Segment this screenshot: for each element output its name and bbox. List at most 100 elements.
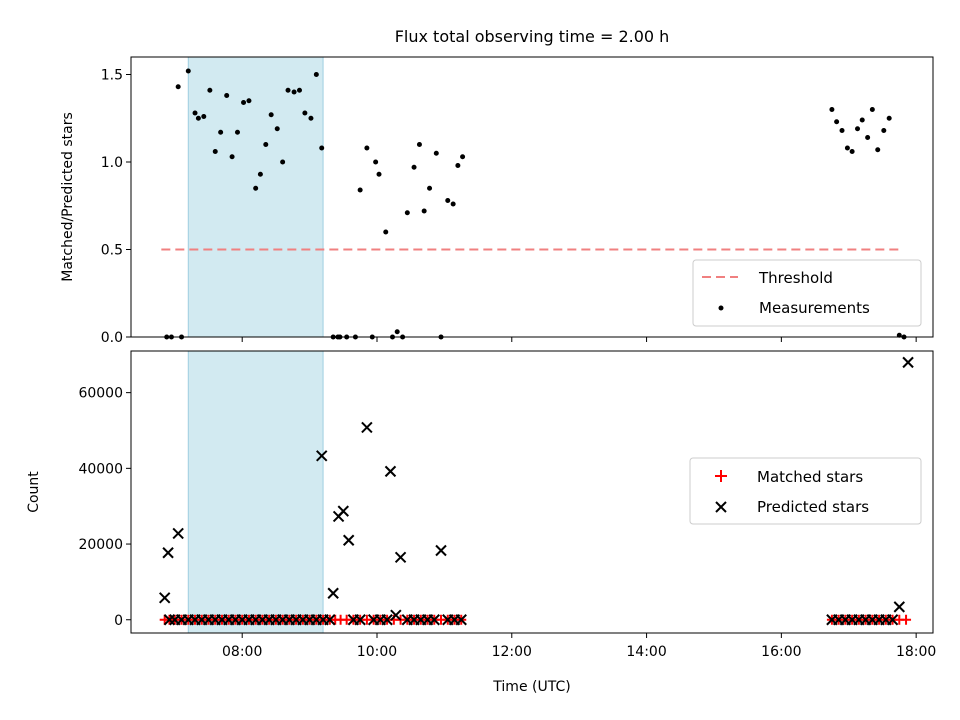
predicted-star-point [361, 421, 373, 434]
predicted-star-point [384, 465, 397, 478]
predicted-star-point [886, 614, 899, 626]
measurement-point [427, 185, 433, 191]
y-tick-label: 60000 [78, 386, 123, 402]
y-tick-label: 0.0 [101, 330, 123, 346]
measurement-point [844, 145, 850, 151]
measurement-point [869, 107, 875, 112]
predicted-star-point [158, 592, 171, 604]
predicted-star-point [435, 544, 447, 557]
measurement-point [280, 159, 286, 165]
measurement-point [218, 129, 224, 135]
predicted-star-point [428, 614, 440, 626]
measurement-point [212, 149, 218, 154]
measurement-point [192, 110, 198, 116]
x-tick-label: 16:00 [761, 644, 801, 660]
measurement-point [201, 114, 207, 119]
x-tick-label: 18:00 [896, 644, 936, 660]
chart-title: Flux total observing time = 2.00 h [395, 27, 670, 46]
measurement-point [394, 329, 400, 335]
measurement-point [875, 147, 881, 153]
plot-frame [130, 56, 934, 338]
measurement-point [296, 87, 302, 93]
measurement-point [229, 154, 235, 160]
x-tick-label: 12:00 [492, 644, 532, 660]
predicted-star-point [902, 356, 914, 369]
legend-matched-swatch [715, 470, 727, 482]
measurement-point [881, 128, 887, 133]
measurement-point [364, 145, 370, 151]
legend: Matched stars Predicted stars [689, 457, 922, 525]
measurement-point [416, 142, 422, 147]
measurement-point [207, 87, 213, 93]
x-axis-ticks [241, 337, 917, 342]
predicted-star-point [394, 551, 407, 564]
plot-frame [130, 350, 934, 634]
predicted-star-point [327, 587, 339, 599]
measurement-point [834, 119, 840, 125]
observing-window-shade [187, 56, 324, 338]
measurement-point [241, 100, 247, 105]
measurement-point [383, 229, 389, 235]
legend-threshold-label: Threshold [758, 269, 833, 287]
y-tick-label: 0.5 [101, 243, 123, 259]
measurement-point [234, 129, 240, 135]
predicted-star-point [354, 614, 366, 626]
y-axis-label: Matched/Predicted stars [60, 112, 76, 282]
predicted-star-point [172, 527, 184, 540]
measurement-point [253, 185, 259, 191]
x-tick-label: 08:00 [222, 644, 262, 660]
count-panel: 0 20000 40000 60000 08:00 10:00 12:00 14:00 16:… [26, 350, 936, 695]
x-tick-label: 14:00 [626, 644, 666, 660]
measurement-point [195, 115, 201, 121]
legend-measurements-label: Measurements [759, 299, 870, 317]
legend-measurements-swatch [718, 305, 724, 311]
y-tick-label: 40000 [78, 461, 123, 477]
predicted-star-point [316, 450, 328, 462]
measurement-point [185, 68, 191, 74]
legend-predicted-label: Predicted stars [757, 498, 869, 516]
predicted-star-point [455, 614, 467, 626]
measurement-point [357, 187, 363, 193]
measurement-point [285, 87, 291, 93]
y-tick-label: 20000 [78, 537, 123, 553]
measurement-point [319, 145, 325, 151]
predicted-star-point [342, 534, 355, 546]
measurement-point [865, 135, 871, 140]
measurement-point [263, 142, 269, 147]
legend-box [692, 259, 922, 327]
legend-matched-label: Matched stars [757, 468, 863, 486]
x-axis-label: Time (UTC) [492, 679, 570, 695]
measurement-point [886, 115, 892, 121]
measurement-point [302, 110, 308, 116]
predicted-star-point [337, 505, 350, 517]
measurement-point [829, 107, 835, 112]
measurement-point [433, 150, 439, 156]
observing-window-shade [187, 350, 324, 634]
y-tick-label: 1.0 [101, 155, 123, 171]
legend-predicted-swatch [715, 501, 727, 513]
measurement-point [445, 198, 451, 203]
measurement-point [224, 93, 230, 98]
y-tick-label: 1.5 [101, 68, 123, 84]
y-axis-label: Count [26, 471, 42, 513]
ratio-panel: Flux total observing time = 2.00 h 0.0 0.… [60, 27, 934, 346]
measurement-point [460, 154, 466, 160]
measurement-point [839, 128, 845, 133]
legend: Threshold Measurements [692, 259, 922, 327]
measurement-point [450, 201, 456, 207]
measurement-point [421, 208, 427, 214]
measurement-points [164, 68, 907, 340]
measurement-point [246, 98, 252, 104]
measurement-point [291, 89, 297, 95]
predicted-star-point [162, 547, 174, 559]
matched-star-point [901, 614, 912, 625]
y-tick-label: 0 [114, 613, 123, 629]
measurement-point [859, 117, 865, 123]
measurement-point [308, 115, 314, 121]
legend-box [689, 457, 922, 525]
predicted-star-points [158, 356, 914, 626]
x-axis-ticks: 08:00 10:00 12:00 14:00 16:00 18:00 [222, 633, 936, 660]
measurement-point [849, 149, 855, 154]
predicted-star-point [390, 609, 402, 621]
